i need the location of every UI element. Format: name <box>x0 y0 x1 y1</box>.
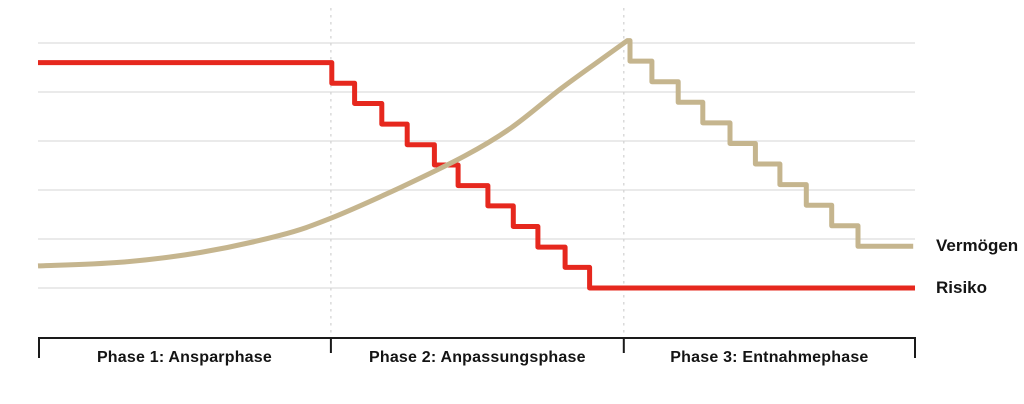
phase-label-ansparphase: Phase 1: Ansparphase <box>96 349 272 366</box>
series-line-vermoegen <box>37 38 914 269</box>
legend-label-vermoegen: Vermögen <box>936 236 1019 256</box>
series-line-risiko <box>38 60 915 291</box>
phase-label-anpassungsphase: Phase 2: Anpassungsphase <box>368 349 586 366</box>
phase-axis-bracket <box>38 337 916 358</box>
legend-label-risiko: Risiko <box>936 278 988 297</box>
phase-label-entnahmephase: Phase 3: Entnahmephase <box>670 349 869 366</box>
